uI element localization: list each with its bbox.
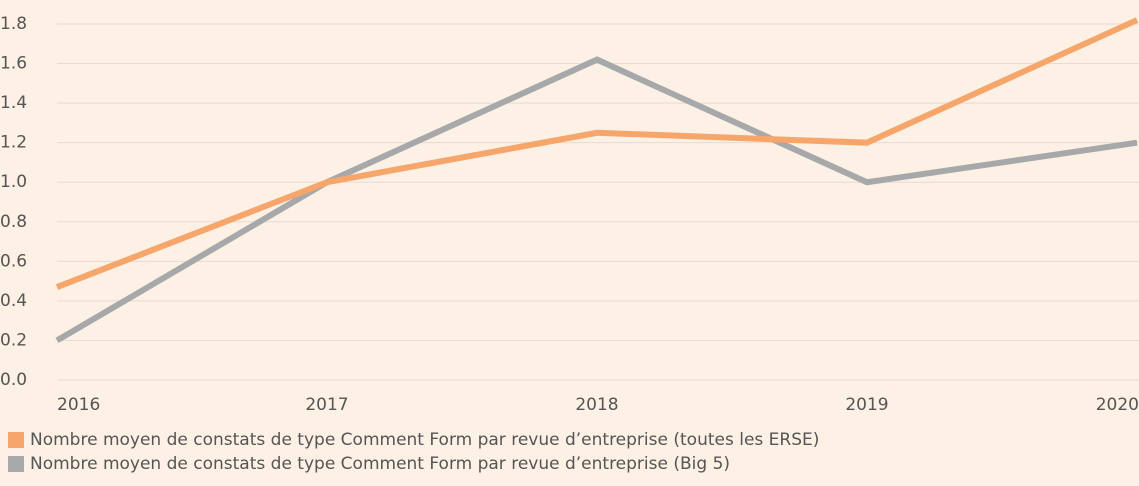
y-tick-label: 1.6 <box>0 54 27 74</box>
x-tick-label: 2020 <box>1096 395 1139 415</box>
y-tick-label: 0.0 <box>0 370 27 390</box>
y-tick-label: 0.4 <box>0 291 27 311</box>
legend-label: Nombre moyen de constats de type Comment… <box>30 430 819 450</box>
y-tick-label: 1.4 <box>0 93 27 113</box>
legend-swatch <box>8 432 24 448</box>
y-tick-label: 1.2 <box>0 133 27 153</box>
y-tick-label: 1.0 <box>0 172 27 192</box>
y-tick-label: 1.8 <box>0 14 27 34</box>
legend-label: Nombre moyen de constats de type Comment… <box>30 454 730 474</box>
y-tick-label: 0.6 <box>0 251 27 271</box>
legend-swatch <box>8 456 24 472</box>
series-line <box>55 17 1139 290</box>
x-tick-label: 2016 <box>57 395 100 415</box>
x-tick-label: 2018 <box>575 395 618 415</box>
y-tick-label: 0.8 <box>0 212 27 232</box>
x-tick-label: 2017 <box>305 395 348 415</box>
series-line <box>55 56 1138 344</box>
x-tick-label: 2019 <box>845 395 888 415</box>
y-tick-label: 0.2 <box>0 330 27 350</box>
